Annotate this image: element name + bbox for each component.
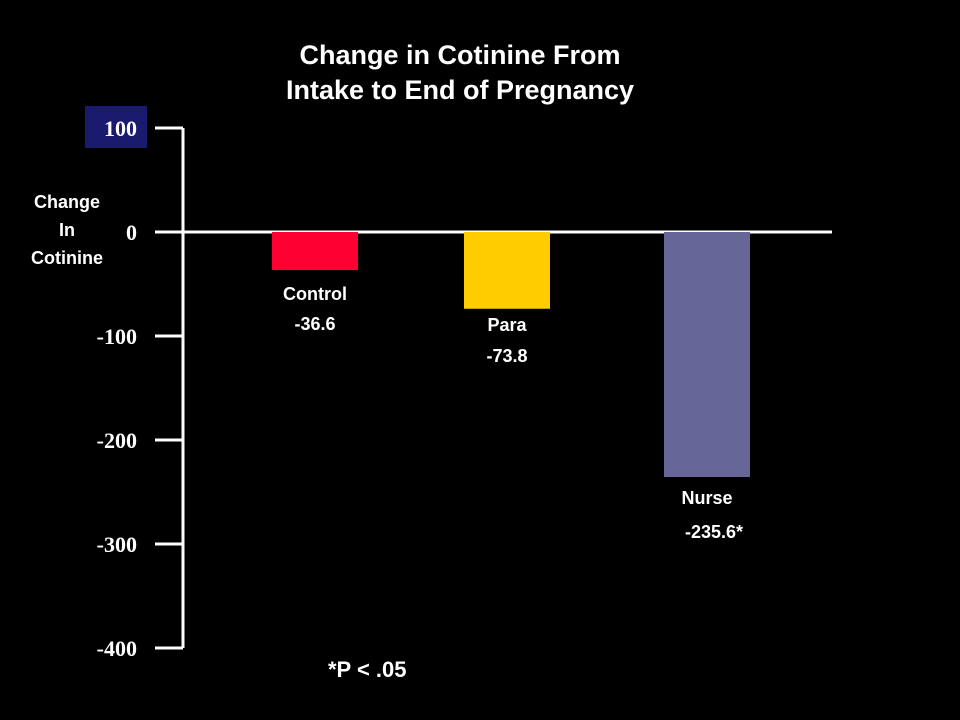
value-label: -235.6* — [685, 522, 743, 542]
y-axis-label: Change In Cotinine — [12, 188, 122, 272]
y-axis-label-line-3: Cotinine — [31, 248, 103, 268]
category-label: Para — [487, 315, 527, 335]
y-axis-label-line-2: In — [59, 220, 75, 240]
category-label: Nurse — [681, 488, 732, 508]
significance-footnote: *P < .05 — [328, 657, 407, 682]
y-tick-label: -300 — [97, 532, 137, 557]
y-tick-label: -100 — [97, 324, 137, 349]
bar-nurse — [664, 232, 750, 478]
value-label: -73.8 — [486, 346, 527, 366]
y-tick-label: 100 — [104, 116, 137, 141]
y-axis-label-line-1: Change — [33, 192, 100, 212]
bar-para — [464, 232, 550, 309]
y-tick-label: -400 — [97, 636, 137, 661]
y-tick-label: 0 — [126, 220, 137, 245]
chart-title-line-1: Change in Cotinine From — [299, 40, 621, 70]
y-tick-highlight-box — [85, 106, 147, 148]
category-label: Control — [283, 284, 347, 304]
bar-control — [272, 232, 358, 271]
value-label: -36.6 — [294, 314, 335, 334]
chart-title-line-2: Intake to End of Pregnancy — [285, 75, 635, 105]
y-tick-label: -200 — [97, 428, 137, 453]
chart-title: Change in Cotinine From Intake to End of… — [170, 38, 750, 108]
